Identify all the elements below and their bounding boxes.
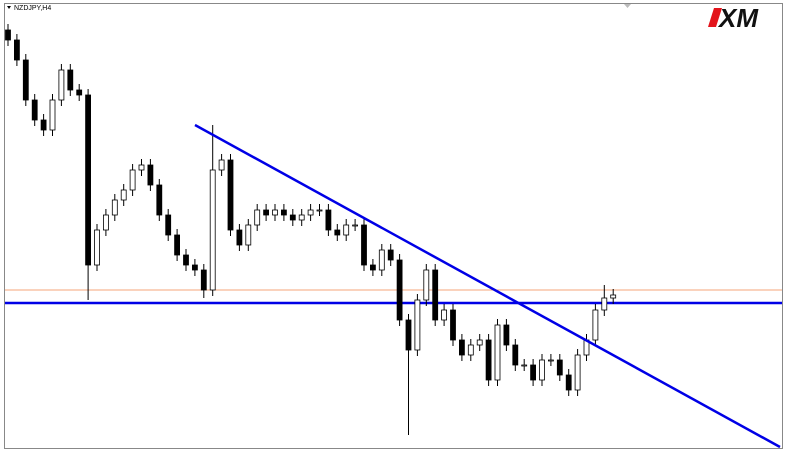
candle-body (450, 309, 456, 341)
candle-body (31, 99, 38, 121)
candle-body (40, 119, 47, 131)
candle-body (120, 189, 127, 201)
candle-body (156, 184, 163, 216)
candle-body (352, 224, 359, 227)
candle-body (556, 359, 563, 376)
candle-body (307, 209, 314, 216)
candle-body (334, 229, 341, 236)
shift-marker (624, 4, 631, 8)
candle-body (147, 164, 154, 186)
candle-body (13, 39, 20, 61)
candle-body (494, 324, 501, 381)
frame (4, 3, 783, 449)
candle-body (22, 59, 29, 101)
candle-body (227, 159, 234, 231)
candle-body (574, 354, 581, 391)
candle-body (414, 299, 421, 351)
candle-body (272, 209, 278, 216)
candle-body (441, 309, 448, 321)
candle-body (58, 69, 65, 101)
logo: XM (717, 3, 759, 33)
candle-body (548, 359, 554, 362)
candle-body (289, 214, 296, 221)
candle-body (405, 319, 412, 351)
menu-arrow (7, 6, 11, 9)
candle-body (191, 264, 198, 271)
chart-title: NZDJPY,H4 (14, 5, 51, 12)
candle-body (254, 209, 261, 226)
candle-body (5, 29, 11, 41)
candle-body (369, 264, 376, 271)
candle-body (530, 364, 536, 381)
candle-body (218, 159, 225, 171)
candle-body (183, 254, 189, 266)
candle-body (316, 209, 323, 212)
candle-body (103, 214, 109, 231)
candle-body (263, 209, 270, 216)
candle-body (94, 229, 100, 266)
candle-body (111, 199, 118, 216)
candle-body (610, 294, 617, 299)
candle-body (76, 89, 83, 96)
candle-body (565, 374, 572, 391)
candle-body (343, 224, 350, 236)
candle-body (325, 209, 332, 231)
candle-body (432, 269, 439, 321)
candle-body (67, 69, 74, 91)
candle-body (174, 234, 181, 256)
candle-body (236, 229, 243, 246)
candle-body (512, 344, 519, 366)
candle-body (378, 249, 385, 271)
candle-body (138, 164, 145, 171)
candle-body (85, 94, 91, 266)
candle-body (280, 209, 287, 216)
candle-body (458, 339, 465, 356)
candle-body (396, 259, 403, 321)
logo-mark (708, 8, 722, 27)
candle-body (476, 339, 483, 346)
candle-body (209, 169, 216, 291)
candle-body (245, 224, 252, 246)
trend-line (194, 123, 781, 449)
candle-body (601, 297, 608, 311)
candle-body (361, 224, 367, 266)
candle-body (423, 269, 430, 301)
candle-body (298, 214, 305, 221)
candle-body (200, 269, 207, 291)
candle-body (129, 169, 136, 191)
candle-body (165, 214, 172, 236)
candle-body (387, 249, 394, 261)
candle-body (467, 344, 474, 356)
candle-body (521, 364, 528, 367)
candle-body (592, 309, 599, 341)
candle-body (485, 339, 492, 381)
candle-body (49, 99, 56, 131)
candle-body (503, 324, 510, 346)
candle-body (539, 359, 545, 381)
